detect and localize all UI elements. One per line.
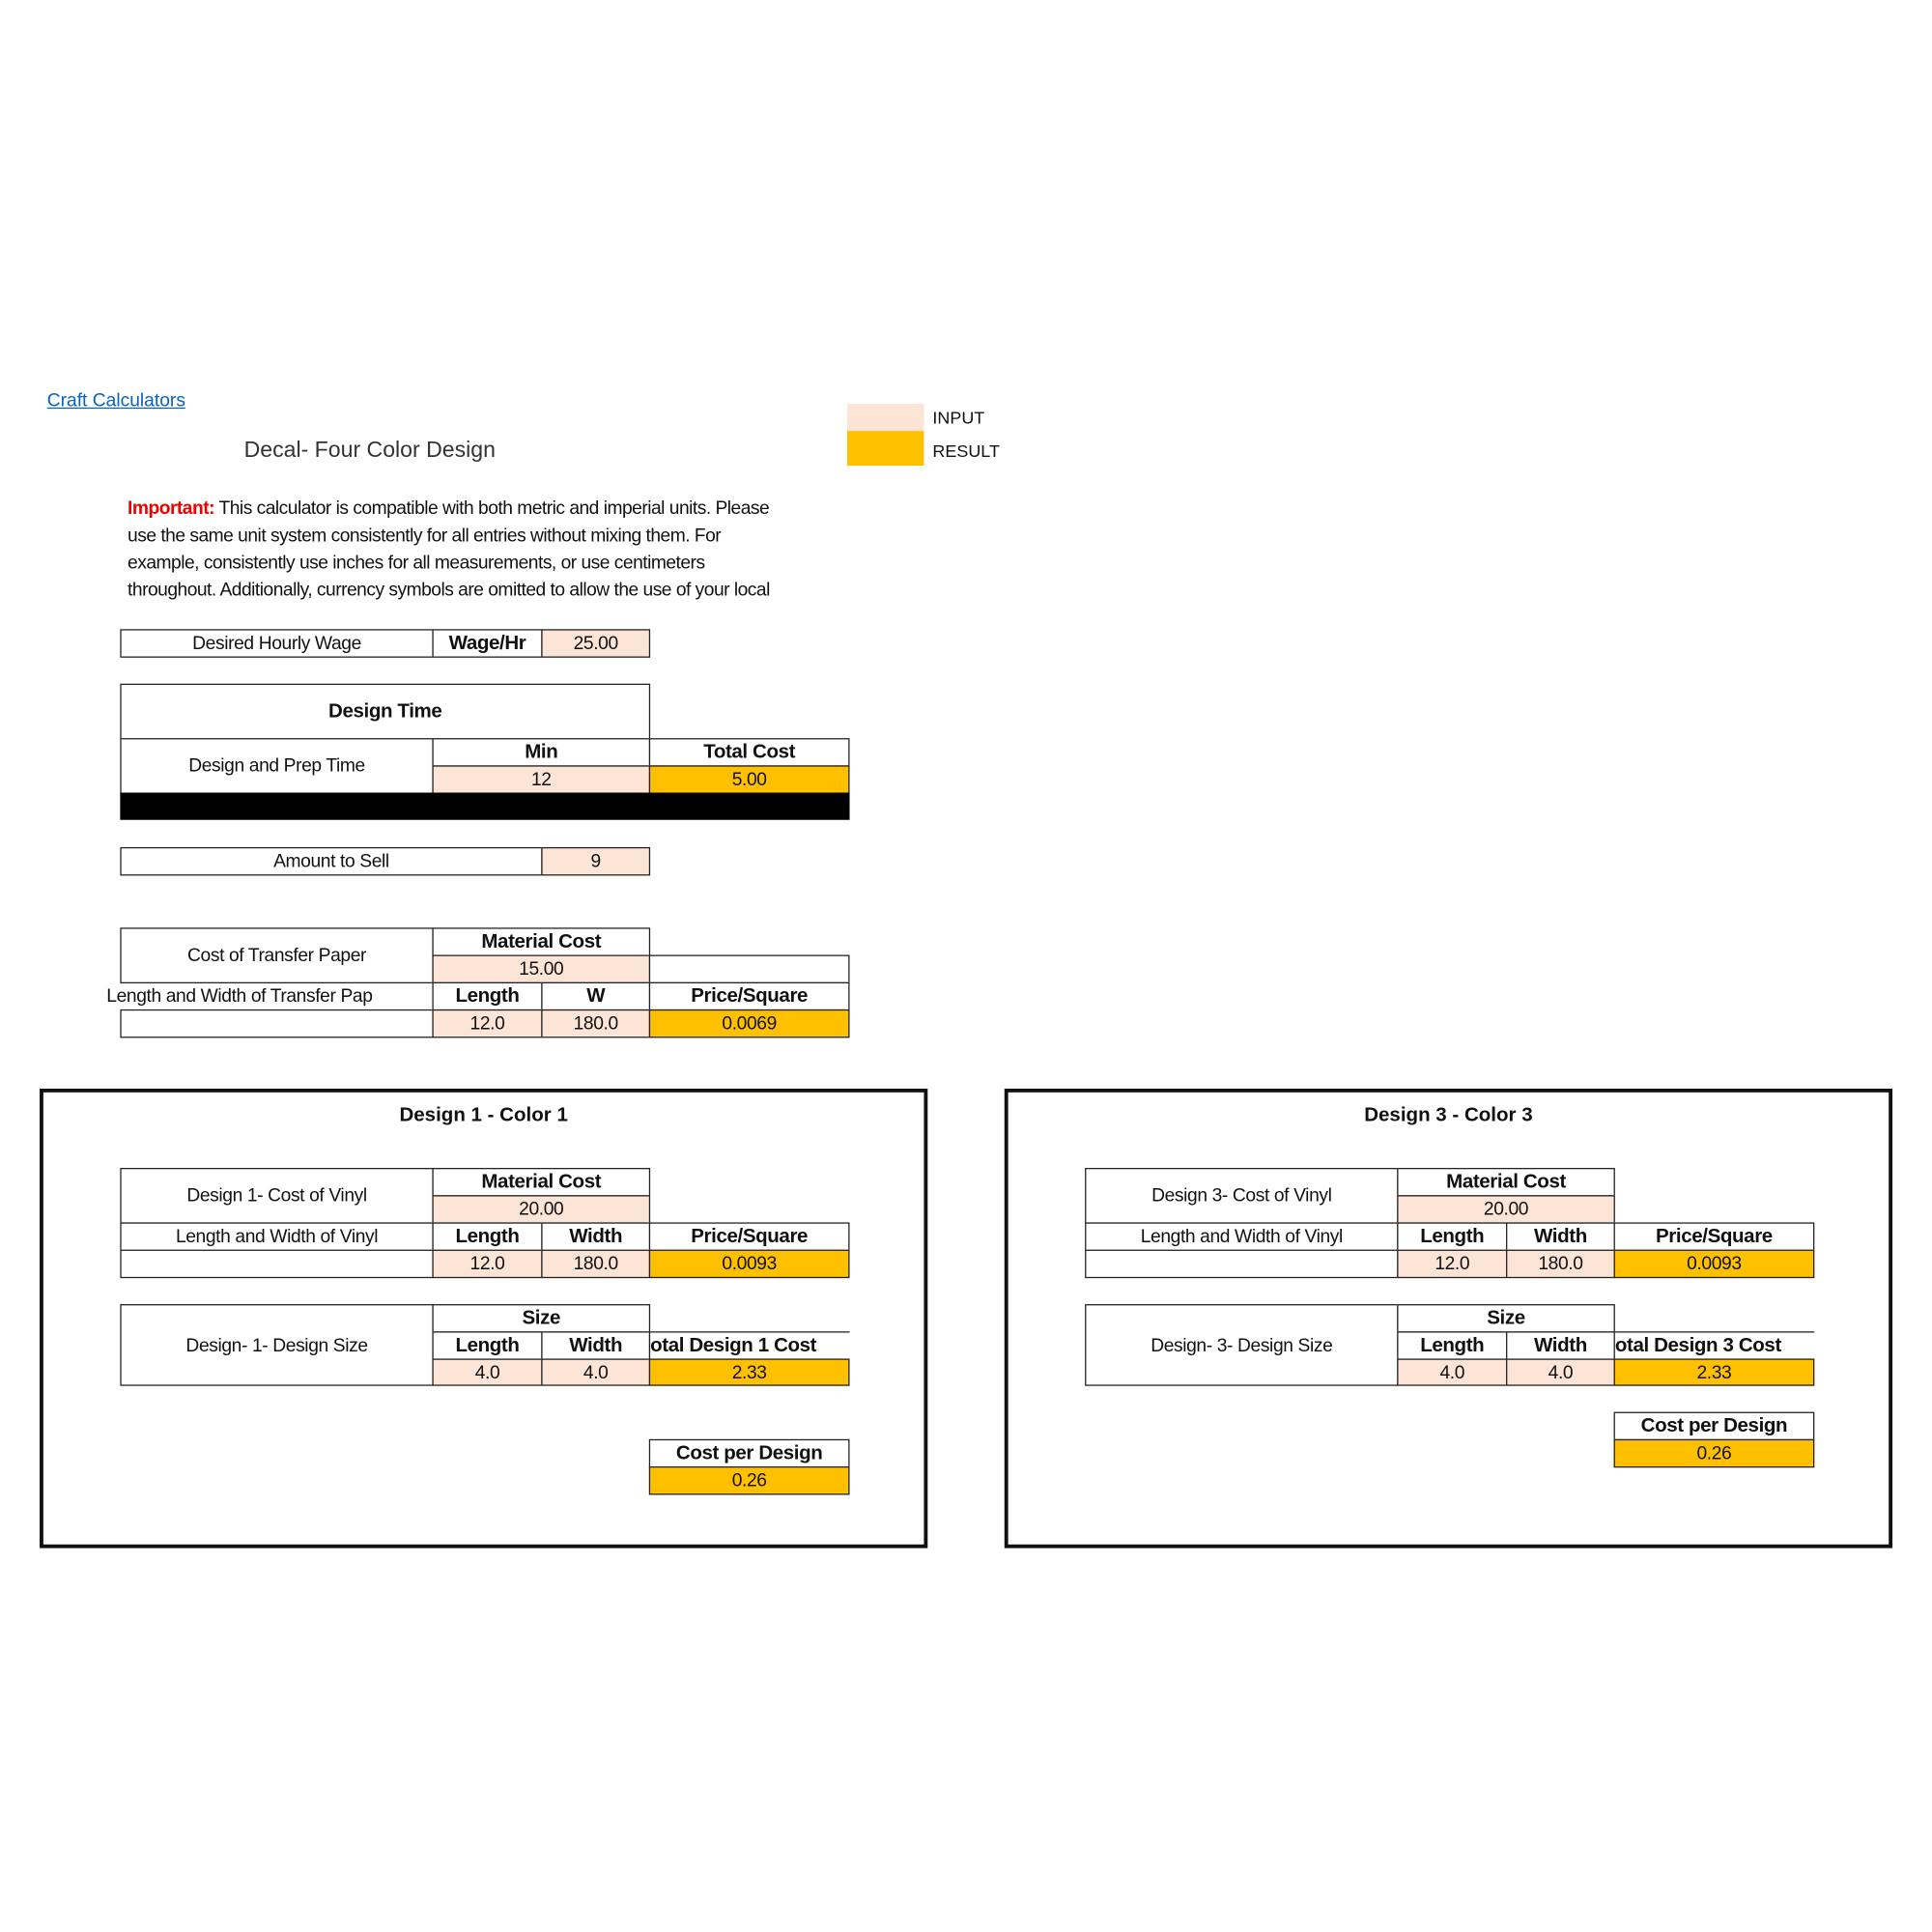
material-cost-input[interactable]: 20.00	[432, 1195, 651, 1224]
wage-input[interactable]: 25.00	[541, 629, 651, 658]
price-square-result: 0.0093	[1613, 1249, 1815, 1279]
length-input[interactable]: 12.0	[432, 1009, 543, 1038]
size-width-header: Width	[541, 1331, 651, 1360]
length-header: Length	[432, 981, 543, 1011]
total-design-cost-result: 2.33	[648, 1358, 850, 1386]
cost-per-design-header: Cost per Design	[1613, 1411, 1815, 1441]
width-header: W	[541, 981, 651, 1011]
vinyl-dims-label: Length and Width of Vinyl	[120, 1222, 434, 1251]
page-title: Decal- Four Color Design	[243, 437, 496, 463]
total-cost-header: Total Cost	[648, 738, 850, 767]
black-divider	[120, 792, 850, 820]
notice-line: example, consistently use inches for all…	[128, 552, 705, 574]
size-width-input[interactable]: 4.0	[1506, 1358, 1615, 1386]
cost-per-design-result: 0.26	[648, 1466, 850, 1495]
legend-input-swatch	[846, 403, 924, 432]
notice-line: This calculator is compatible with both …	[218, 497, 770, 520]
important-label: Important:	[128, 497, 215, 520]
size-length-input[interactable]: 4.0	[1397, 1358, 1508, 1386]
min-input[interactable]: 12	[432, 765, 651, 794]
legend-result-label: RESULT	[932, 440, 1000, 461]
total-design-cost-result: 2.33	[1613, 1358, 1815, 1386]
transfer-paper-label: Cost of Transfer Paper	[120, 927, 434, 983]
notice-line: throughout. Additionally, currency symbo…	[128, 580, 770, 601]
vinyl-dims-label: Length and Width of Vinyl	[1085, 1222, 1399, 1251]
material-cost-header: Material Cost	[432, 927, 651, 956]
size-header: Size	[432, 1304, 651, 1333]
total-design-cost-header: otal Design 3 Cost	[1613, 1331, 1815, 1360]
legend-result-swatch	[846, 431, 924, 467]
material-cost-input[interactable]: 15.00	[432, 954, 651, 983]
price-square-result: 0.0069	[648, 1009, 850, 1038]
important-notice: Important: This calculator is compatible…	[128, 496, 770, 605]
material-cost-header: Material Cost	[432, 1168, 651, 1197]
empty-cell	[1085, 1249, 1399, 1279]
cost-per-design-result: 0.26	[1613, 1438, 1815, 1468]
width-input[interactable]: 180.0	[541, 1009, 651, 1038]
min-header: Min	[432, 738, 651, 767]
empty-cell	[120, 1249, 434, 1279]
notice-line: use the same unit system consistently fo…	[128, 525, 722, 547]
vinyl-cost-label: Design 3- Cost of Vinyl	[1085, 1168, 1399, 1224]
empty-cell	[120, 1009, 434, 1038]
total-cost-result: 5.00	[648, 765, 850, 794]
length-input[interactable]: 12.0	[1397, 1249, 1508, 1279]
design-1-panel: Design 1 - Color 1 Design 1- Cost of Vin…	[40, 1088, 928, 1548]
design-time-title: Design Time	[120, 683, 651, 740]
design-size-label: Design- 1- Design Size	[120, 1304, 434, 1386]
width-input[interactable]: 180.0	[541, 1249, 651, 1279]
material-cost-input[interactable]: 20.00	[1397, 1195, 1615, 1224]
width-header: Width	[1506, 1222, 1615, 1251]
size-length-input[interactable]: 4.0	[432, 1358, 543, 1386]
vinyl-cost-label: Design 1- Cost of Vinyl	[120, 1168, 434, 1224]
size-header: Size	[1397, 1304, 1615, 1333]
design-size-label: Design- 3- Design Size	[1085, 1304, 1399, 1386]
material-cost-header: Material Cost	[1397, 1168, 1615, 1197]
price-square-result: 0.0093	[648, 1249, 850, 1279]
size-width-header: Width	[1506, 1331, 1615, 1360]
cost-per-design-header: Cost per Design	[648, 1438, 850, 1468]
total-design-cost-header: otal Design 1 Cost	[648, 1331, 850, 1360]
length-input[interactable]: 12.0	[432, 1249, 543, 1279]
wage-label: Desired Hourly Wage	[120, 629, 434, 658]
amount-input[interactable]: 9	[541, 846, 651, 876]
legend-input-label: INPUT	[932, 407, 985, 428]
craft-calculators-link[interactable]: Craft Calculators	[46, 389, 185, 412]
price-square-header: Price/Square	[648, 981, 850, 1011]
width-input[interactable]: 180.0	[1506, 1249, 1615, 1279]
width-header: Width	[541, 1222, 651, 1251]
length-header: Length	[432, 1222, 543, 1251]
design-title: Design 1 - Color 1	[399, 1104, 568, 1126]
transfer-dims-label: Length and Width of Transfer Pap	[106, 985, 373, 1008]
size-width-input[interactable]: 4.0	[541, 1358, 651, 1386]
price-square-header: Price/Square	[648, 1222, 850, 1251]
size-length-header: Length	[1397, 1331, 1508, 1360]
price-square-header: Price/Square	[1613, 1222, 1815, 1251]
design-3-panel: Design 3 - Color 3 Design 3- Cost of Vin…	[1004, 1088, 1893, 1548]
wage-unit-header: Wage/Hr	[432, 629, 543, 658]
length-header: Length	[1397, 1222, 1508, 1251]
empty-cell	[648, 954, 850, 983]
amount-label: Amount to Sell	[120, 846, 543, 876]
design-prep-label: Design and Prep Time	[120, 738, 434, 794]
size-length-header: Length	[432, 1331, 543, 1360]
design-title: Design 3 - Color 3	[1364, 1104, 1533, 1126]
